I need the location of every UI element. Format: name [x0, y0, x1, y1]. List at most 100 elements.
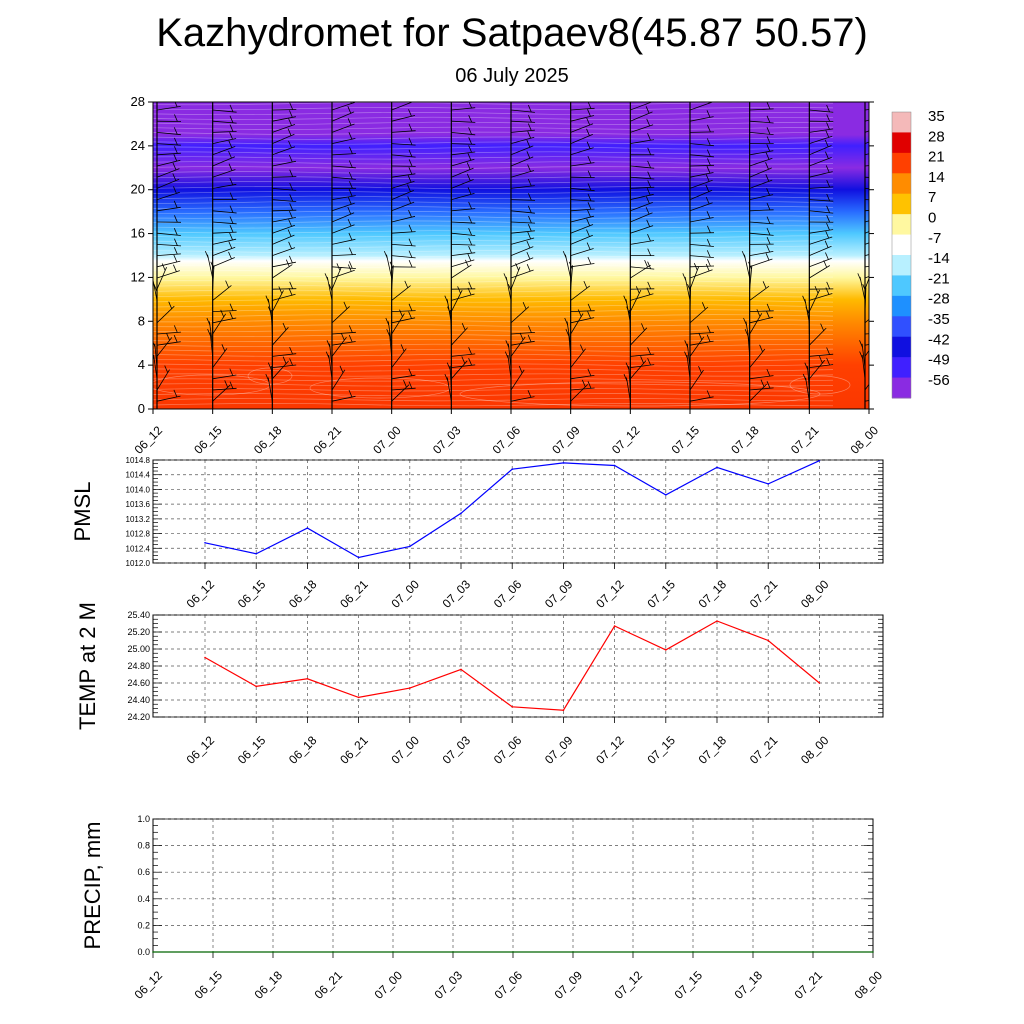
wind-barb-flag — [468, 358, 472, 366]
wind-barb — [809, 360, 826, 380]
wind-barb — [391, 102, 414, 111]
isotherm — [153, 294, 834, 298]
wind-barb-flag — [466, 173, 471, 181]
wind-barb-flag — [765, 152, 770, 160]
wind-barb-flag — [348, 132, 353, 140]
data-point — [460, 512, 462, 515]
wind-barb-flag — [626, 306, 630, 314]
wind-barb-flag — [468, 127, 472, 135]
wind-barb-flag — [408, 381, 413, 389]
wind-barb-flag — [408, 167, 413, 175]
wind-barb-flag — [881, 129, 884, 136]
wind-barb — [508, 343, 512, 368]
wind-barb — [686, 354, 691, 379]
wind-barb-flag — [647, 160, 651, 169]
wind-barb-flag — [229, 232, 233, 241]
colorbar-segment — [892, 377, 911, 399]
wind-barb-flag — [766, 202, 771, 211]
wind-barb-flag — [348, 232, 353, 241]
data-point — [392, 951, 394, 953]
wind-barb-flag — [347, 106, 352, 114]
y-tick-label: 1.0 — [137, 814, 150, 824]
wind-barb-flag — [527, 390, 532, 398]
wind-barb-flag — [882, 209, 885, 216]
wind-barb-flag — [587, 368, 592, 377]
wind-barb-flag — [644, 259, 648, 268]
wind-barb — [331, 306, 350, 324]
y-tick-label: 1012.4 — [126, 544, 151, 553]
data-point — [818, 682, 821, 684]
colorbar-frame — [891, 111, 912, 399]
isotherm — [153, 314, 834, 318]
wind-barb-flag — [328, 284, 333, 292]
wind-barb — [749, 179, 773, 189]
x-tick-label: 06_12 — [184, 733, 218, 767]
isotherm — [153, 373, 834, 377]
wind-barb-flag — [882, 157, 885, 164]
data-point — [632, 951, 634, 953]
wind-barb-flag — [288, 288, 293, 296]
wind-barb — [864, 349, 869, 357]
wind-barb-flag — [173, 264, 177, 272]
wind-barb-flag — [882, 326, 885, 333]
x-tick-label: 07_06 — [492, 968, 526, 1002]
wind-barb-flag — [526, 251, 531, 260]
wind-barb-flag — [466, 162, 471, 170]
wind-barb — [156, 305, 175, 324]
wind-barb — [328, 354, 333, 379]
colorbar-segment — [892, 357, 911, 379]
wind-barb-flag — [874, 366, 877, 373]
x-tick-label: 07_18 — [696, 577, 730, 611]
isotherm — [153, 156, 834, 160]
wind-barb-flag — [826, 357, 830, 366]
wind-barb-flag — [289, 102, 294, 110]
wind-barb — [510, 257, 534, 268]
wind-barb — [749, 194, 774, 200]
wind-barb-flag — [527, 164, 531, 172]
wind-barb-flag — [857, 273, 862, 281]
wind-barb-flag — [586, 141, 591, 149]
wind-barb — [510, 336, 526, 357]
wind-barb-flag — [528, 325, 532, 333]
wind-barb-flag — [229, 381, 234, 389]
precip-panel: 0.0 0.2 0.4 0.6 0.8 1.0 06_12 06_15 06_18 06_21 07… — [80, 814, 885, 1002]
wind-barb-flag — [340, 332, 345, 341]
wind-barb — [272, 188, 297, 191]
wind-barb — [212, 265, 215, 290]
x-tick-label: 08_00 — [798, 577, 832, 611]
wind-barb — [391, 180, 415, 189]
wind-barb-flag — [587, 311, 591, 319]
wind-barb-flag — [267, 306, 272, 314]
isotherm — [153, 126, 834, 130]
wind-barb-flag — [527, 205, 532, 213]
wind-barb-flag — [586, 128, 590, 136]
isotherm — [153, 131, 834, 135]
wind-barb — [451, 327, 468, 346]
wind-barb-flag — [882, 108, 885, 115]
wind-barb — [510, 237, 535, 245]
wind-barb-flag — [408, 303, 413, 311]
wind-barb-flag — [467, 253, 472, 262]
x-tick-label: 07_03 — [440, 577, 474, 611]
wind-barb — [510, 306, 530, 324]
wind-barb — [510, 170, 535, 178]
wind-barb-flag — [228, 251, 232, 260]
y-tick-label: 24.60 — [127, 678, 150, 688]
isotherm — [153, 205, 834, 209]
wind-barb-flag — [762, 281, 767, 289]
x-tick-label: 07_06 — [491, 577, 525, 611]
wind-barb-flag — [468, 228, 472, 236]
wind-barb — [156, 260, 181, 268]
wind-barb-flag — [882, 183, 885, 190]
wind-barb — [809, 327, 827, 346]
wind-barb-flag — [348, 325, 353, 333]
wind-barb — [451, 259, 475, 268]
wind-barb-flag — [468, 115, 473, 123]
wind-barb-flag — [647, 171, 652, 179]
wind-barb — [809, 145, 832, 156]
wind-barb-flag — [748, 261, 752, 270]
wind-barb — [864, 287, 867, 312]
wind-barb — [570, 285, 591, 301]
wind-barb-flag — [174, 137, 178, 146]
wind-barb — [451, 264, 472, 279]
